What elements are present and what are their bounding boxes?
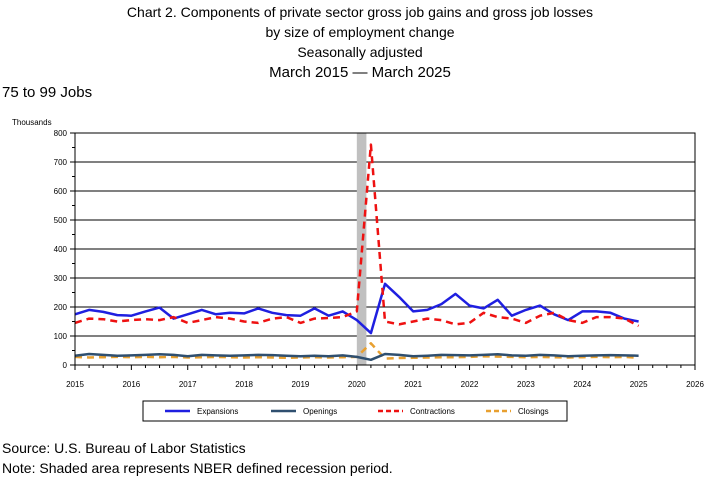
x-tick-label: 2018 — [235, 380, 253, 389]
x-tick-label: 2015 — [66, 380, 84, 389]
x-tick-label: 2021 — [404, 380, 422, 389]
y-tick-label: 300 — [54, 274, 68, 283]
y-tick-label: 0 — [63, 361, 68, 370]
y-tick-label: 200 — [54, 303, 68, 312]
legend-label-expansions: Expansions — [197, 407, 238, 416]
chart-subtitle: 75 to 99 Jobs — [2, 84, 93, 101]
y-axis-label: Thousands — [12, 118, 52, 127]
x-tick-label: 2025 — [630, 380, 648, 389]
chart-title-line-3: Seasonally adjusted — [297, 44, 423, 60]
x-tick-label: 2022 — [461, 380, 479, 389]
y-tick-label: 100 — [54, 332, 68, 341]
series-line-expansions — [74, 282, 639, 335]
chart-title-line-2: by size of employment change — [265, 24, 455, 40]
series-line-openings — [74, 352, 639, 362]
legend-label-contractions: Contractions — [410, 407, 455, 416]
legend-label-closings: Closings — [518, 407, 549, 416]
x-tick-label: 2019 — [292, 380, 310, 389]
x-tick-label: 2020 — [348, 380, 366, 389]
series-layer — [74, 143, 640, 362]
legend-box — [142, 400, 568, 422]
x-tick-label: 2024 — [573, 380, 591, 389]
recession-note: Note: Shaded area represents NBER define… — [2, 460, 393, 476]
gridlines — [75, 161, 695, 337]
x-tick-label: 2023 — [517, 380, 535, 389]
series-line-contractions — [74, 143, 640, 328]
axes: 0 100 200 300 400 500 600 700 800 2015 2016 2017 201… — [54, 129, 705, 389]
chart-title-line-4: March 2015 — March 2025 — [269, 64, 451, 81]
chart-title-line-1: Chart 2. Components of private sector gr… — [126, 4, 594, 20]
x-tick-label: 2017 — [179, 380, 197, 389]
legend: Expansions Openings Contractions Closings — [142, 400, 568, 422]
legend-label-openings: Openings — [303, 407, 337, 416]
x-tick-label: 2026 — [686, 380, 704, 389]
x-tick-label: 2016 — [122, 380, 140, 389]
y-tick-label: 800 — [54, 129, 68, 138]
y-tick-label: 400 — [54, 245, 68, 254]
source-note: Source: U.S. Bureau of Labor Statistics — [2, 440, 246, 456]
y-tick-label: 500 — [54, 216, 68, 225]
y-tick-label: 700 — [54, 158, 68, 167]
y-tick-label: 600 — [54, 187, 68, 196]
